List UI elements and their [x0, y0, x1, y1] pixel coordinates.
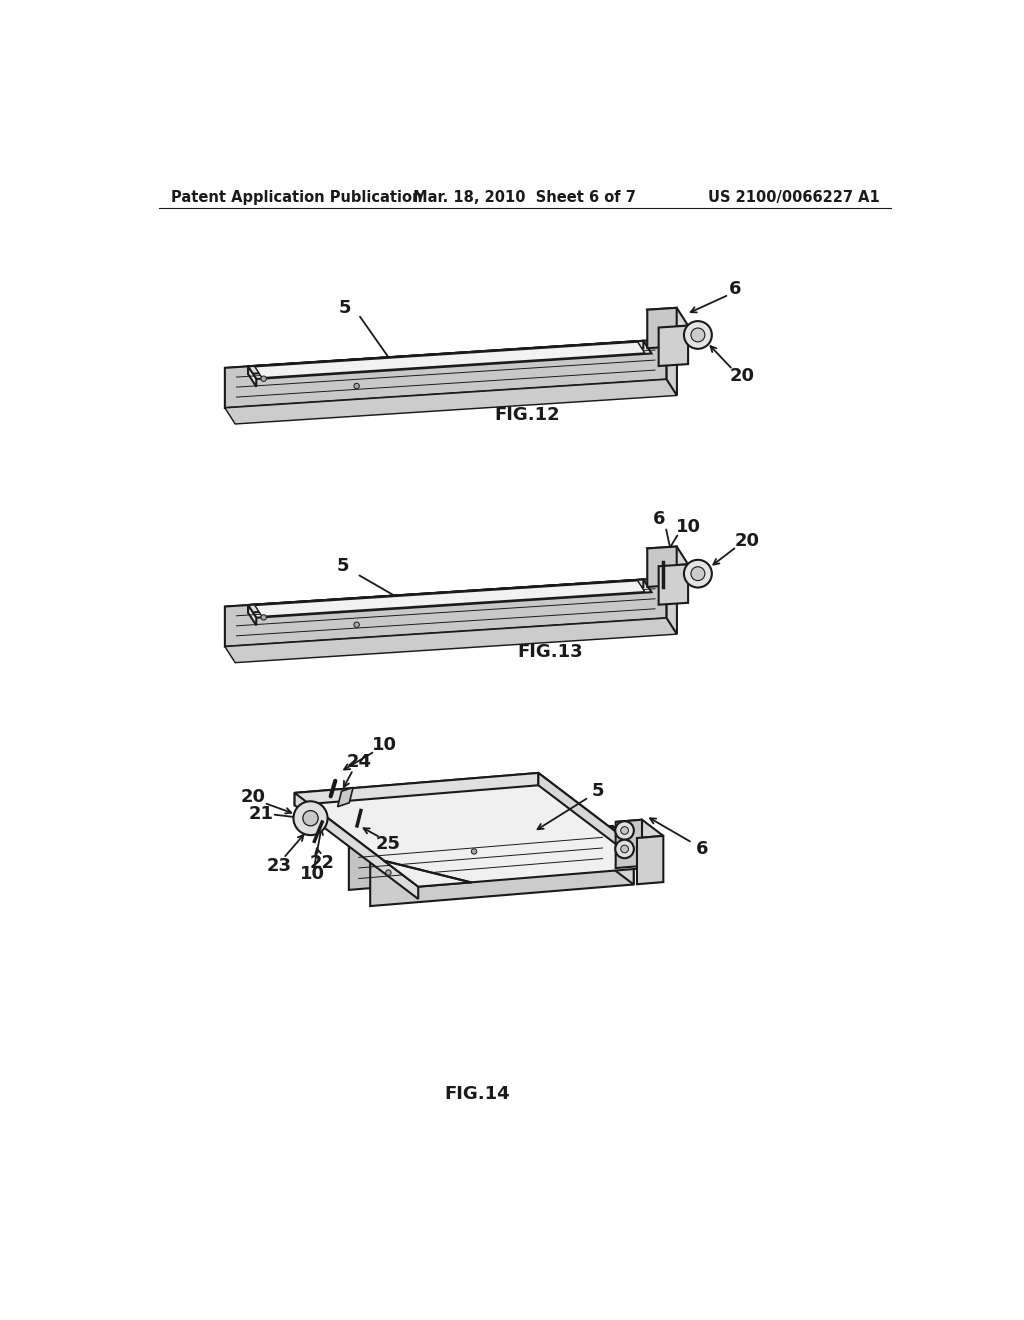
- Circle shape: [354, 383, 359, 388]
- Circle shape: [386, 870, 391, 875]
- Text: 5: 5: [338, 300, 350, 317]
- Text: Mar. 18, 2010  Sheet 6 of 7: Mar. 18, 2010 Sheet 6 of 7: [414, 190, 636, 205]
- Circle shape: [615, 821, 634, 840]
- Polygon shape: [667, 339, 677, 396]
- Polygon shape: [295, 793, 418, 899]
- Circle shape: [684, 321, 712, 348]
- Text: 20: 20: [729, 367, 755, 384]
- Text: 5: 5: [592, 781, 604, 800]
- Circle shape: [303, 810, 318, 826]
- Circle shape: [621, 826, 629, 834]
- Circle shape: [294, 801, 328, 836]
- Text: 10: 10: [372, 737, 396, 754]
- Polygon shape: [667, 578, 677, 634]
- Circle shape: [471, 849, 477, 854]
- Polygon shape: [248, 341, 651, 379]
- Text: 5: 5: [337, 557, 349, 576]
- Polygon shape: [539, 774, 662, 879]
- Text: 10: 10: [676, 517, 700, 536]
- Text: FIG.12: FIG.12: [495, 405, 560, 424]
- Polygon shape: [225, 379, 677, 424]
- Text: 6: 6: [653, 510, 666, 528]
- Polygon shape: [225, 339, 667, 408]
- Polygon shape: [225, 578, 677, 623]
- Polygon shape: [225, 578, 667, 647]
- Polygon shape: [248, 367, 256, 387]
- Text: 20: 20: [241, 788, 265, 805]
- Polygon shape: [371, 842, 634, 906]
- Text: 6: 6: [695, 840, 708, 858]
- Polygon shape: [647, 308, 677, 348]
- Polygon shape: [658, 565, 688, 605]
- Polygon shape: [248, 341, 643, 374]
- Circle shape: [691, 329, 705, 342]
- Circle shape: [691, 566, 705, 581]
- Text: 6: 6: [729, 280, 741, 297]
- Text: 22: 22: [309, 854, 335, 873]
- Text: 20: 20: [735, 532, 760, 549]
- Text: 10: 10: [300, 865, 326, 883]
- Polygon shape: [255, 581, 645, 616]
- Text: 23: 23: [267, 857, 292, 875]
- Polygon shape: [225, 618, 677, 663]
- Polygon shape: [647, 546, 677, 587]
- Circle shape: [615, 840, 634, 858]
- Polygon shape: [338, 788, 353, 807]
- Polygon shape: [615, 820, 664, 838]
- Circle shape: [621, 845, 629, 853]
- Polygon shape: [349, 826, 612, 890]
- Polygon shape: [295, 774, 662, 887]
- Polygon shape: [248, 579, 643, 612]
- Circle shape: [261, 376, 266, 381]
- Circle shape: [684, 560, 712, 587]
- Polygon shape: [295, 774, 539, 805]
- Text: US 2100/0066227 A1: US 2100/0066227 A1: [708, 190, 880, 205]
- Text: 24: 24: [347, 752, 372, 771]
- Polygon shape: [612, 826, 634, 884]
- Polygon shape: [615, 820, 642, 869]
- Polygon shape: [349, 826, 634, 863]
- Polygon shape: [637, 836, 664, 884]
- Circle shape: [354, 622, 359, 627]
- Text: 25: 25: [376, 834, 400, 853]
- Polygon shape: [384, 861, 471, 887]
- Text: FIG.14: FIG.14: [444, 1085, 510, 1104]
- Polygon shape: [658, 326, 688, 366]
- Circle shape: [261, 615, 266, 620]
- Polygon shape: [647, 546, 688, 566]
- Polygon shape: [225, 339, 677, 384]
- Text: 21: 21: [249, 805, 273, 824]
- Polygon shape: [248, 579, 651, 618]
- Text: Patent Application Publication: Patent Application Publication: [171, 190, 422, 205]
- Polygon shape: [255, 342, 645, 378]
- Polygon shape: [647, 308, 688, 327]
- Text: FIG.13: FIG.13: [517, 643, 584, 661]
- Polygon shape: [248, 605, 256, 626]
